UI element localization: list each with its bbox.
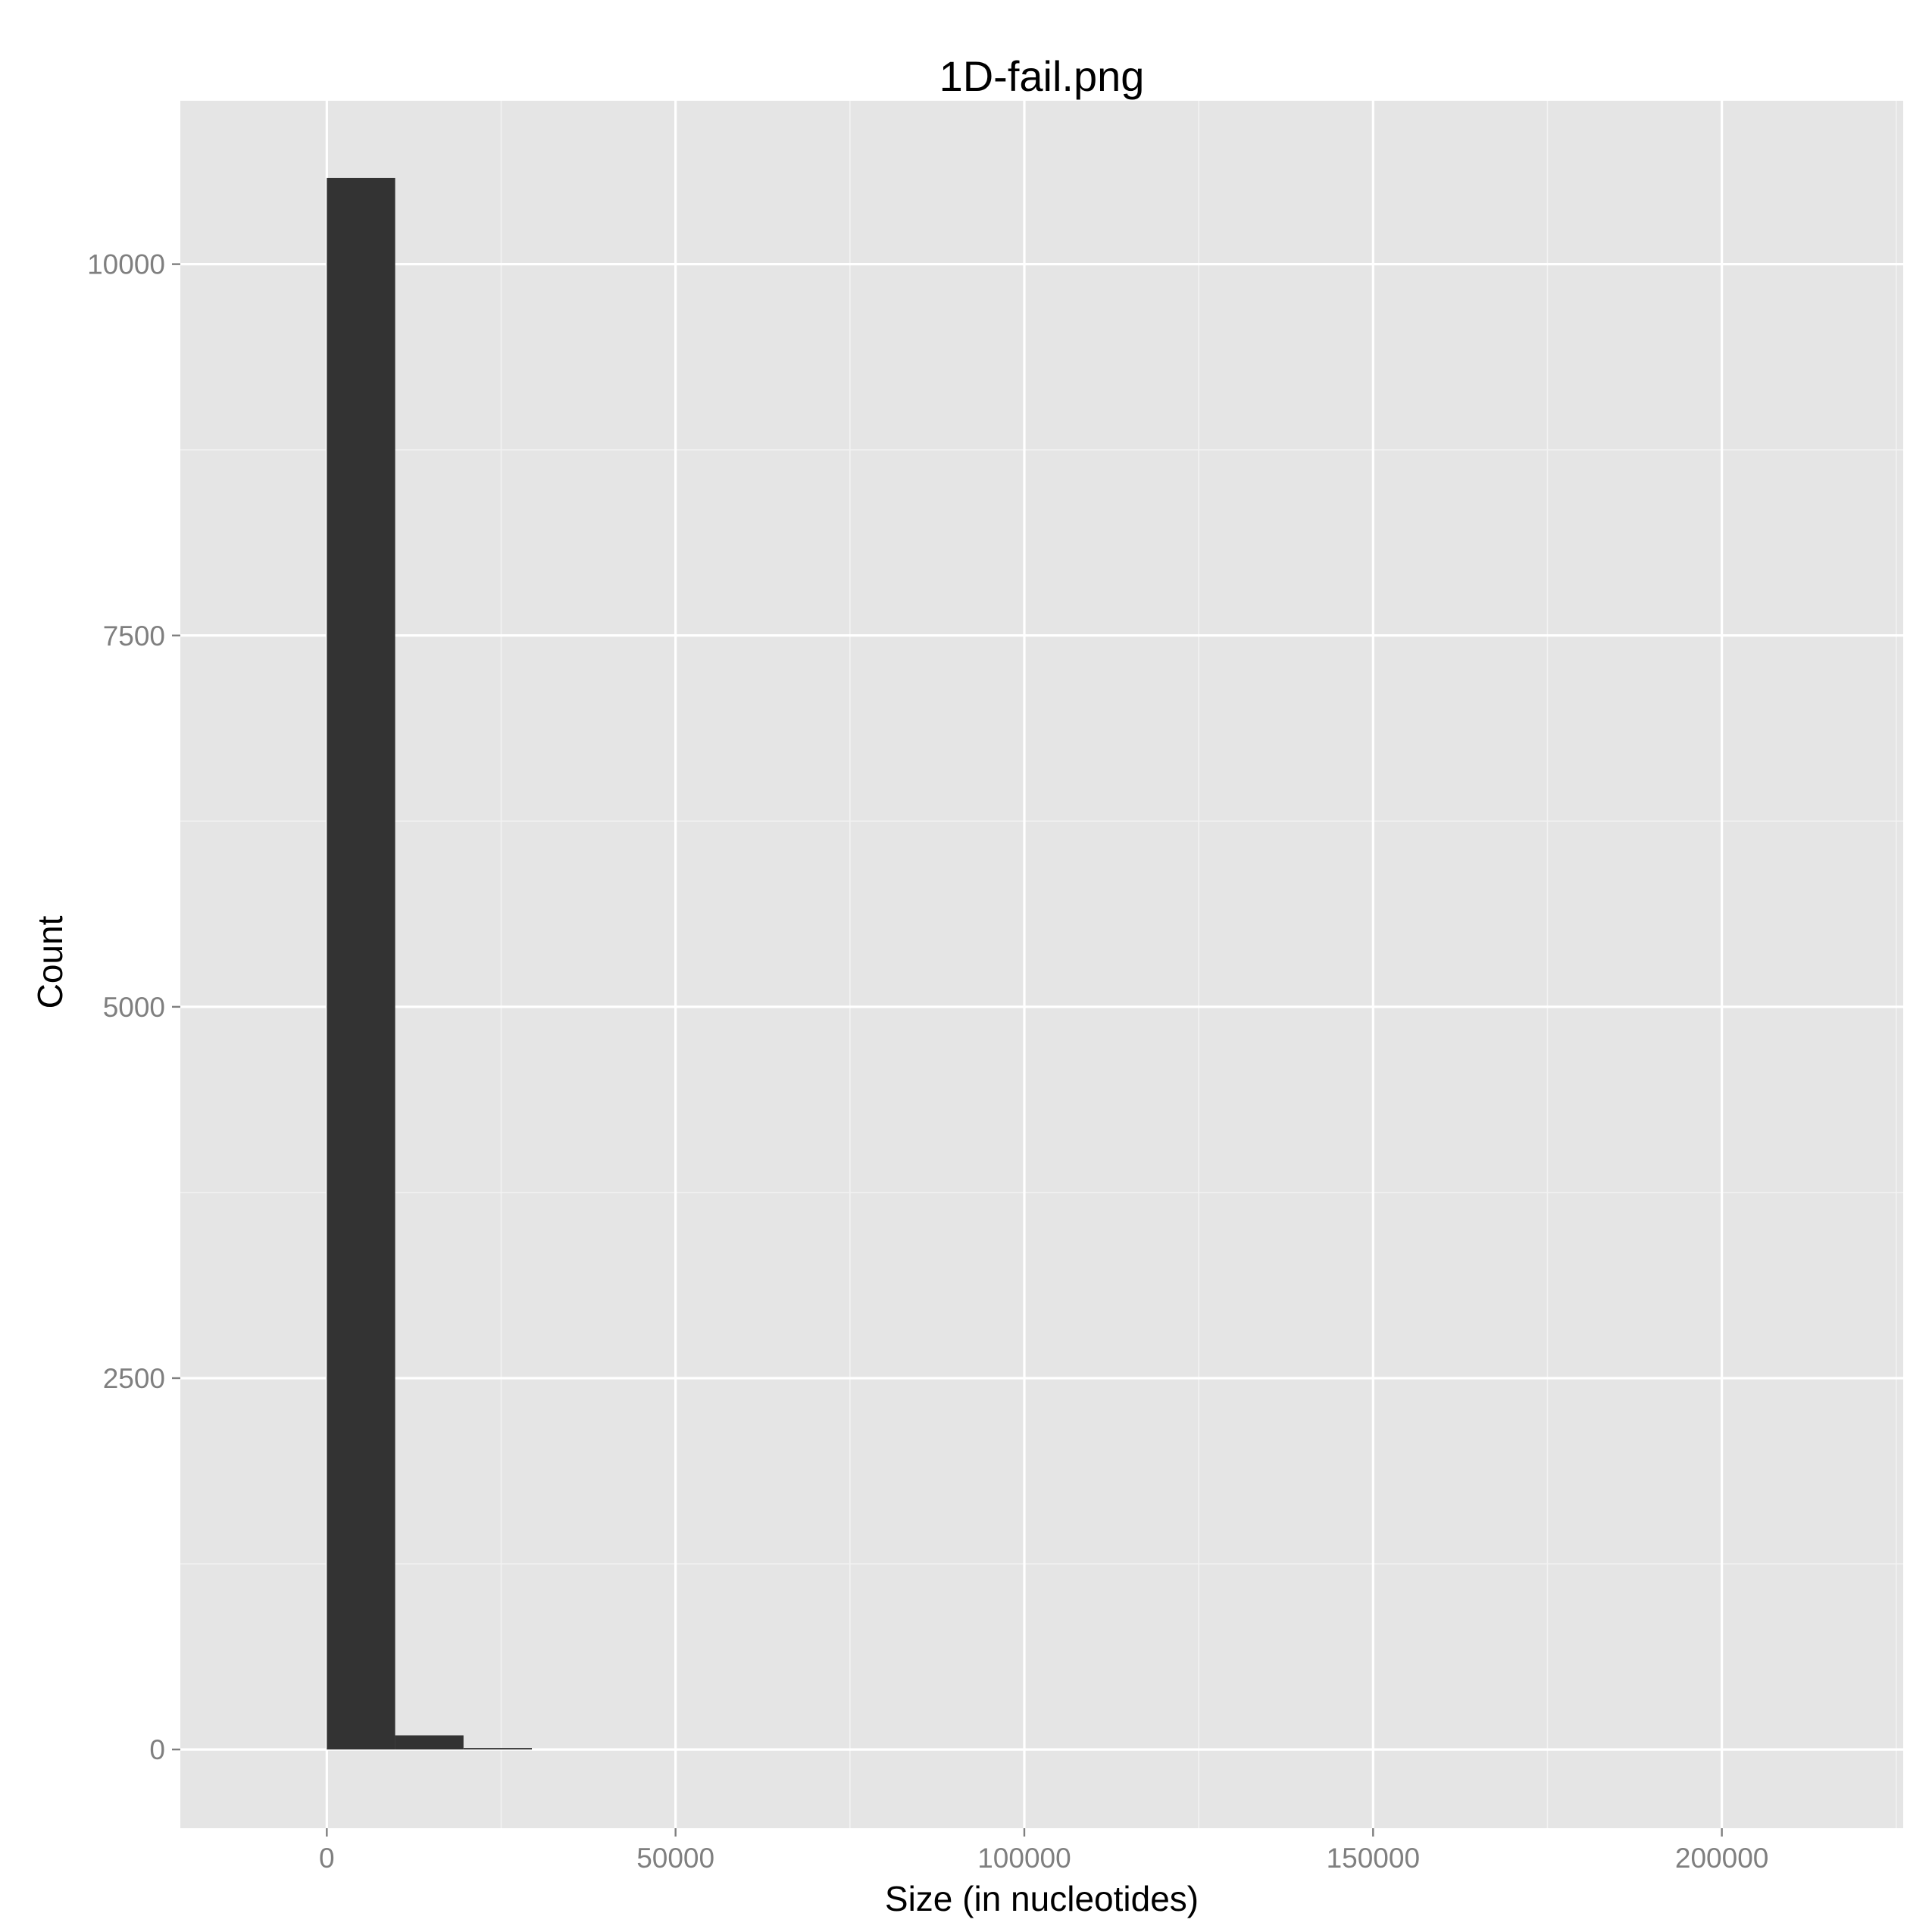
x-axis-title: Size (in nucleotides) bbox=[885, 1879, 1199, 1918]
y-tick-label: 5000 bbox=[103, 992, 165, 1023]
minor-gridlines bbox=[180, 101, 1903, 1828]
y-tick-label: 10000 bbox=[87, 249, 165, 280]
y-tick-label: 2500 bbox=[103, 1363, 165, 1394]
y-tick-label: 7500 bbox=[103, 621, 165, 652]
y-tick-label: 0 bbox=[149, 1734, 165, 1765]
chart-title: 1D-fail.png bbox=[939, 52, 1145, 100]
x-tick-label: 150000 bbox=[1327, 1843, 1420, 1874]
histogram-bar-0 bbox=[327, 177, 395, 1750]
major-gridlines bbox=[180, 101, 1903, 1828]
y-axis: 0 2500 5000 7500 10000 bbox=[87, 249, 180, 1765]
x-tick-label: 100000 bbox=[977, 1843, 1071, 1874]
x-tick-label: 0 bbox=[319, 1843, 335, 1874]
y-axis-title: Count bbox=[30, 915, 70, 1008]
histogram-bar-2 bbox=[463, 1748, 533, 1750]
x-axis: 0 50000 100000 150000 200000 bbox=[319, 1828, 1768, 1874]
x-tick-label: 50000 bbox=[636, 1843, 714, 1874]
histogram-bar-1 bbox=[395, 1735, 464, 1750]
x-tick-label: 200000 bbox=[1675, 1843, 1768, 1874]
histogram-bars bbox=[327, 177, 533, 1750]
plot-panel bbox=[180, 101, 1903, 1828]
